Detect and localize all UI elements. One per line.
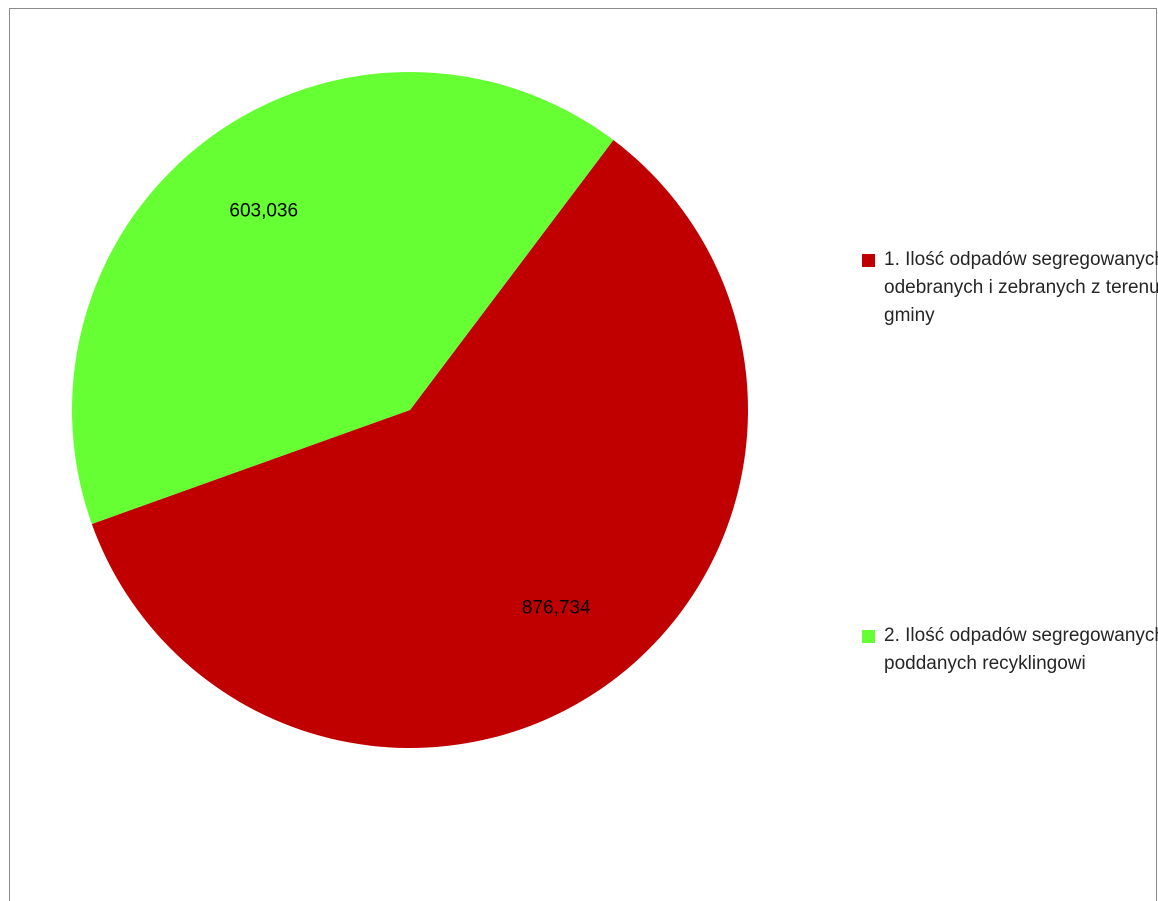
legend-item-2: 2. Ilość odpadów segregowanych poddanych…	[862, 622, 1158, 678]
data-label-2: 603,036	[229, 200, 298, 221]
legend-swatch-2	[862, 630, 875, 643]
legend-label-1: 1. Ilość odpadów segregowanych odebranyc…	[884, 249, 1158, 326]
pie-slice-2	[72, 72, 614, 524]
legend-item-1: 1. Ilość odpadów segregowanych odebranyc…	[862, 246, 1158, 330]
legend-label-2: 2. Ilość odpadów segregowanych poddanych…	[884, 625, 1158, 674]
pie-slices	[72, 72, 748, 749]
data-label-1: 876,734	[522, 598, 591, 619]
legend-swatch-1	[862, 254, 875, 267]
pie-slice-1	[91, 140, 748, 749]
data-labels: 876,734 603,036	[229, 200, 591, 618]
